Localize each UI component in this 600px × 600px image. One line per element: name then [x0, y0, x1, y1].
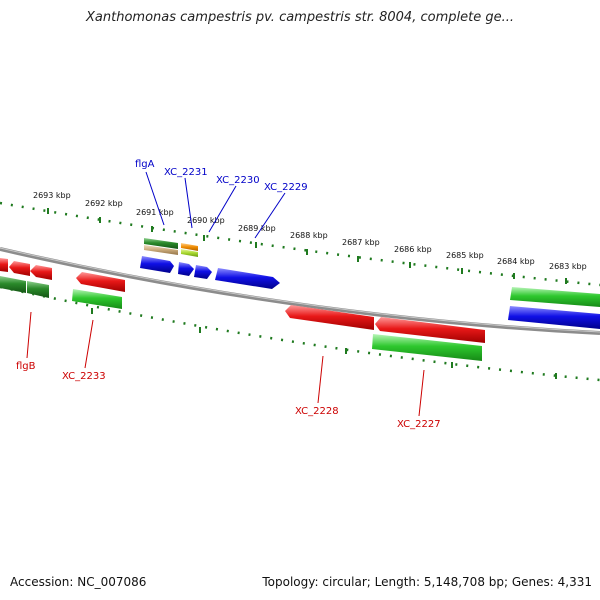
major-ticks	[47, 208, 567, 379]
gene-XC2233-green[interactable]	[72, 289, 122, 309]
genes-forward[interactable]	[140, 238, 600, 329]
top-leader-lines	[145, 171, 286, 239]
gene-XC2231-yg[interactable]	[181, 249, 198, 257]
gene-XC2228-red[interactable]	[285, 305, 374, 330]
ruler-label: 2683 kbp	[549, 262, 587, 271]
ruler-label: 2690 kbp	[187, 216, 225, 225]
top-gene-labels: flgA XC_2231 XC_2230 XC_2229	[135, 159, 308, 193]
ruler-label: 2688 kbp	[290, 231, 328, 240]
bottom-leader-lines	[26, 311, 425, 417]
ruler-label: 2685 kbp	[446, 251, 484, 260]
gene-red-left-2[interactable]	[9, 261, 30, 276]
gene-label[interactable]: XC_2228	[295, 406, 339, 417]
gene-XC2233-red[interactable]	[76, 272, 125, 292]
ruler-label: 2693 kbp	[33, 191, 71, 200]
ruler-label: 2687 kbp	[342, 238, 380, 247]
ruler-labels: 2693 kbp 2692 kbp 2691 kbp 2690 kbp 2689…	[33, 191, 587, 271]
ruler-label: 2686 kbp	[394, 245, 432, 254]
gene-flgA-dark[interactable]	[144, 238, 178, 249]
gene-label[interactable]: XC_2233	[62, 371, 106, 382]
gene-blue-4[interactable]	[215, 268, 280, 289]
gene-flgA-tan[interactable]	[144, 245, 178, 255]
gene-XC2231-orange[interactable]	[181, 243, 198, 251]
outer-ruler	[0, 201, 600, 287]
gene-blue-3[interactable]	[194, 265, 212, 279]
gene-dgreen-left-2[interactable]	[27, 281, 49, 298]
genes-reverse[interactable]	[0, 258, 485, 361]
gene-green-right[interactable]	[510, 287, 600, 307]
ruler-label: 2692 kbp	[85, 199, 123, 208]
ruler-label: 2689 kbp	[238, 224, 276, 233]
gene-red-left-3[interactable]	[30, 265, 52, 280]
ruler-label: 2684 kbp	[497, 257, 535, 266]
gene-blue-1[interactable]	[140, 256, 174, 273]
genome-backbone	[0, 247, 600, 335]
bottom-gene-labels: flgB XC_2233 XC_2228 XC_2227	[16, 361, 441, 430]
gene-label[interactable]: flgA	[135, 159, 155, 170]
gene-label[interactable]: flgB	[16, 361, 36, 372]
gene-dgreen-left-1[interactable]	[0, 276, 26, 293]
gene-label[interactable]: XC_2231	[164, 167, 208, 178]
gene-blue-right[interactable]	[508, 306, 600, 329]
accession-text: Accession: NC_007086	[10, 575, 147, 589]
gene-green-lower[interactable]	[372, 334, 482, 361]
gene-red-left-1[interactable]	[0, 258, 8, 272]
gene-label[interactable]: XC_2230	[216, 175, 260, 186]
gene-label[interactable]: XC_2229	[264, 182, 308, 193]
genome-summary-text: Topology: circular; Length: 5,148,708 bp…	[262, 575, 592, 589]
gene-XC2227-red[interactable]	[375, 317, 485, 343]
ruler-label: 2691 kbp	[136, 208, 174, 217]
gene-label[interactable]: XC_2227	[397, 419, 441, 430]
gene-blue-2[interactable]	[178, 262, 194, 276]
map-title: Xanthomonas campestris pv. campestris st…	[86, 10, 514, 25]
